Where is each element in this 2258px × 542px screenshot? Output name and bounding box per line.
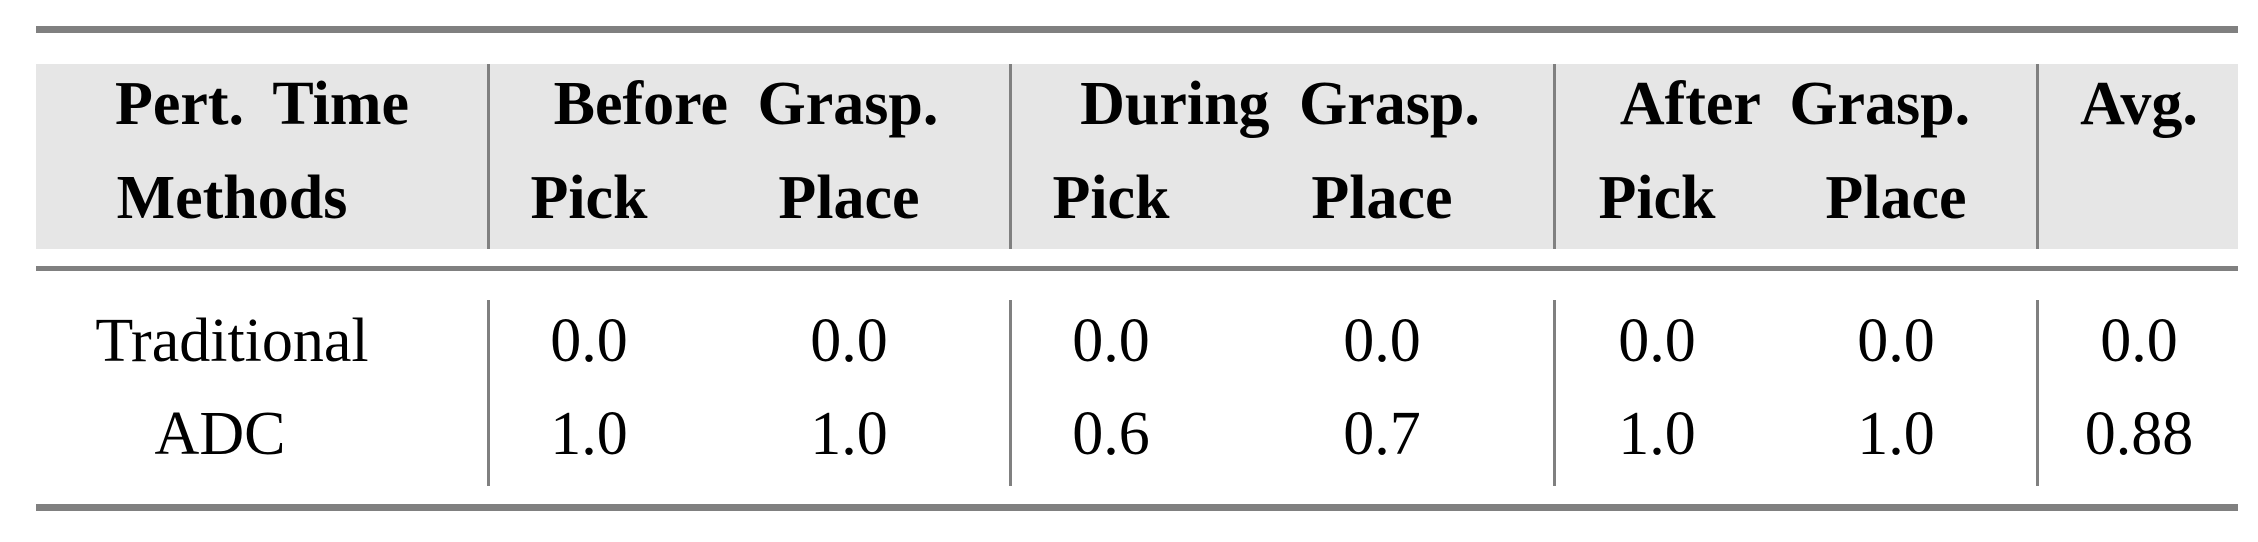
header-before-grasp: Before Grasp.	[553, 70, 939, 138]
mid-rule	[36, 266, 2238, 271]
header-methods: Methods	[116, 164, 348, 232]
header-sub-place: Place	[1825, 164, 1967, 232]
avg-cell: 0.0	[2100, 307, 2178, 375]
header-pert-time: Pert. Time	[114, 70, 410, 138]
column-divider	[2036, 64, 2039, 249]
value-cell: 1.0	[1618, 400, 1696, 468]
value-cell: 0.0	[810, 307, 888, 375]
value-cell: 1.0	[810, 400, 888, 468]
column-divider	[1553, 300, 1556, 486]
value-cell: 0.6	[1072, 400, 1150, 468]
bottom-rule	[36, 504, 2238, 511]
method-name: ADC	[154, 400, 286, 468]
column-divider	[1009, 300, 1012, 486]
header-sub-place: Place	[1311, 164, 1453, 232]
header-sub-pick: Pick	[530, 164, 648, 232]
header-background	[36, 64, 2238, 249]
header-during-grasp: During Grasp.	[1080, 70, 1480, 138]
value-cell: 0.0	[1072, 307, 1150, 375]
value-cell: 1.0	[550, 400, 628, 468]
column-divider	[487, 64, 490, 249]
value-cell: 0.0	[1618, 307, 1696, 375]
top-rule	[36, 26, 2238, 33]
column-divider	[1553, 64, 1556, 249]
method-name: Traditional	[95, 307, 369, 375]
value-cell: 0.0	[550, 307, 628, 375]
column-divider	[2036, 300, 2039, 486]
header-sub-place: Place	[778, 164, 920, 232]
value-cell: 1.0	[1857, 400, 1935, 468]
header-sub-pick: Pick	[1598, 164, 1716, 232]
header-avg: Avg.	[2080, 70, 2198, 138]
column-divider	[487, 300, 490, 486]
value-cell: 0.7	[1343, 400, 1421, 468]
header-sub-pick: Pick	[1052, 164, 1170, 232]
header-after-grasp: After Grasp.	[1619, 70, 1971, 138]
column-divider	[1009, 64, 1012, 249]
value-cell: 0.0	[1343, 307, 1421, 375]
value-cell: 0.0	[1857, 307, 1935, 375]
avg-cell: 0.88	[2084, 400, 2194, 468]
